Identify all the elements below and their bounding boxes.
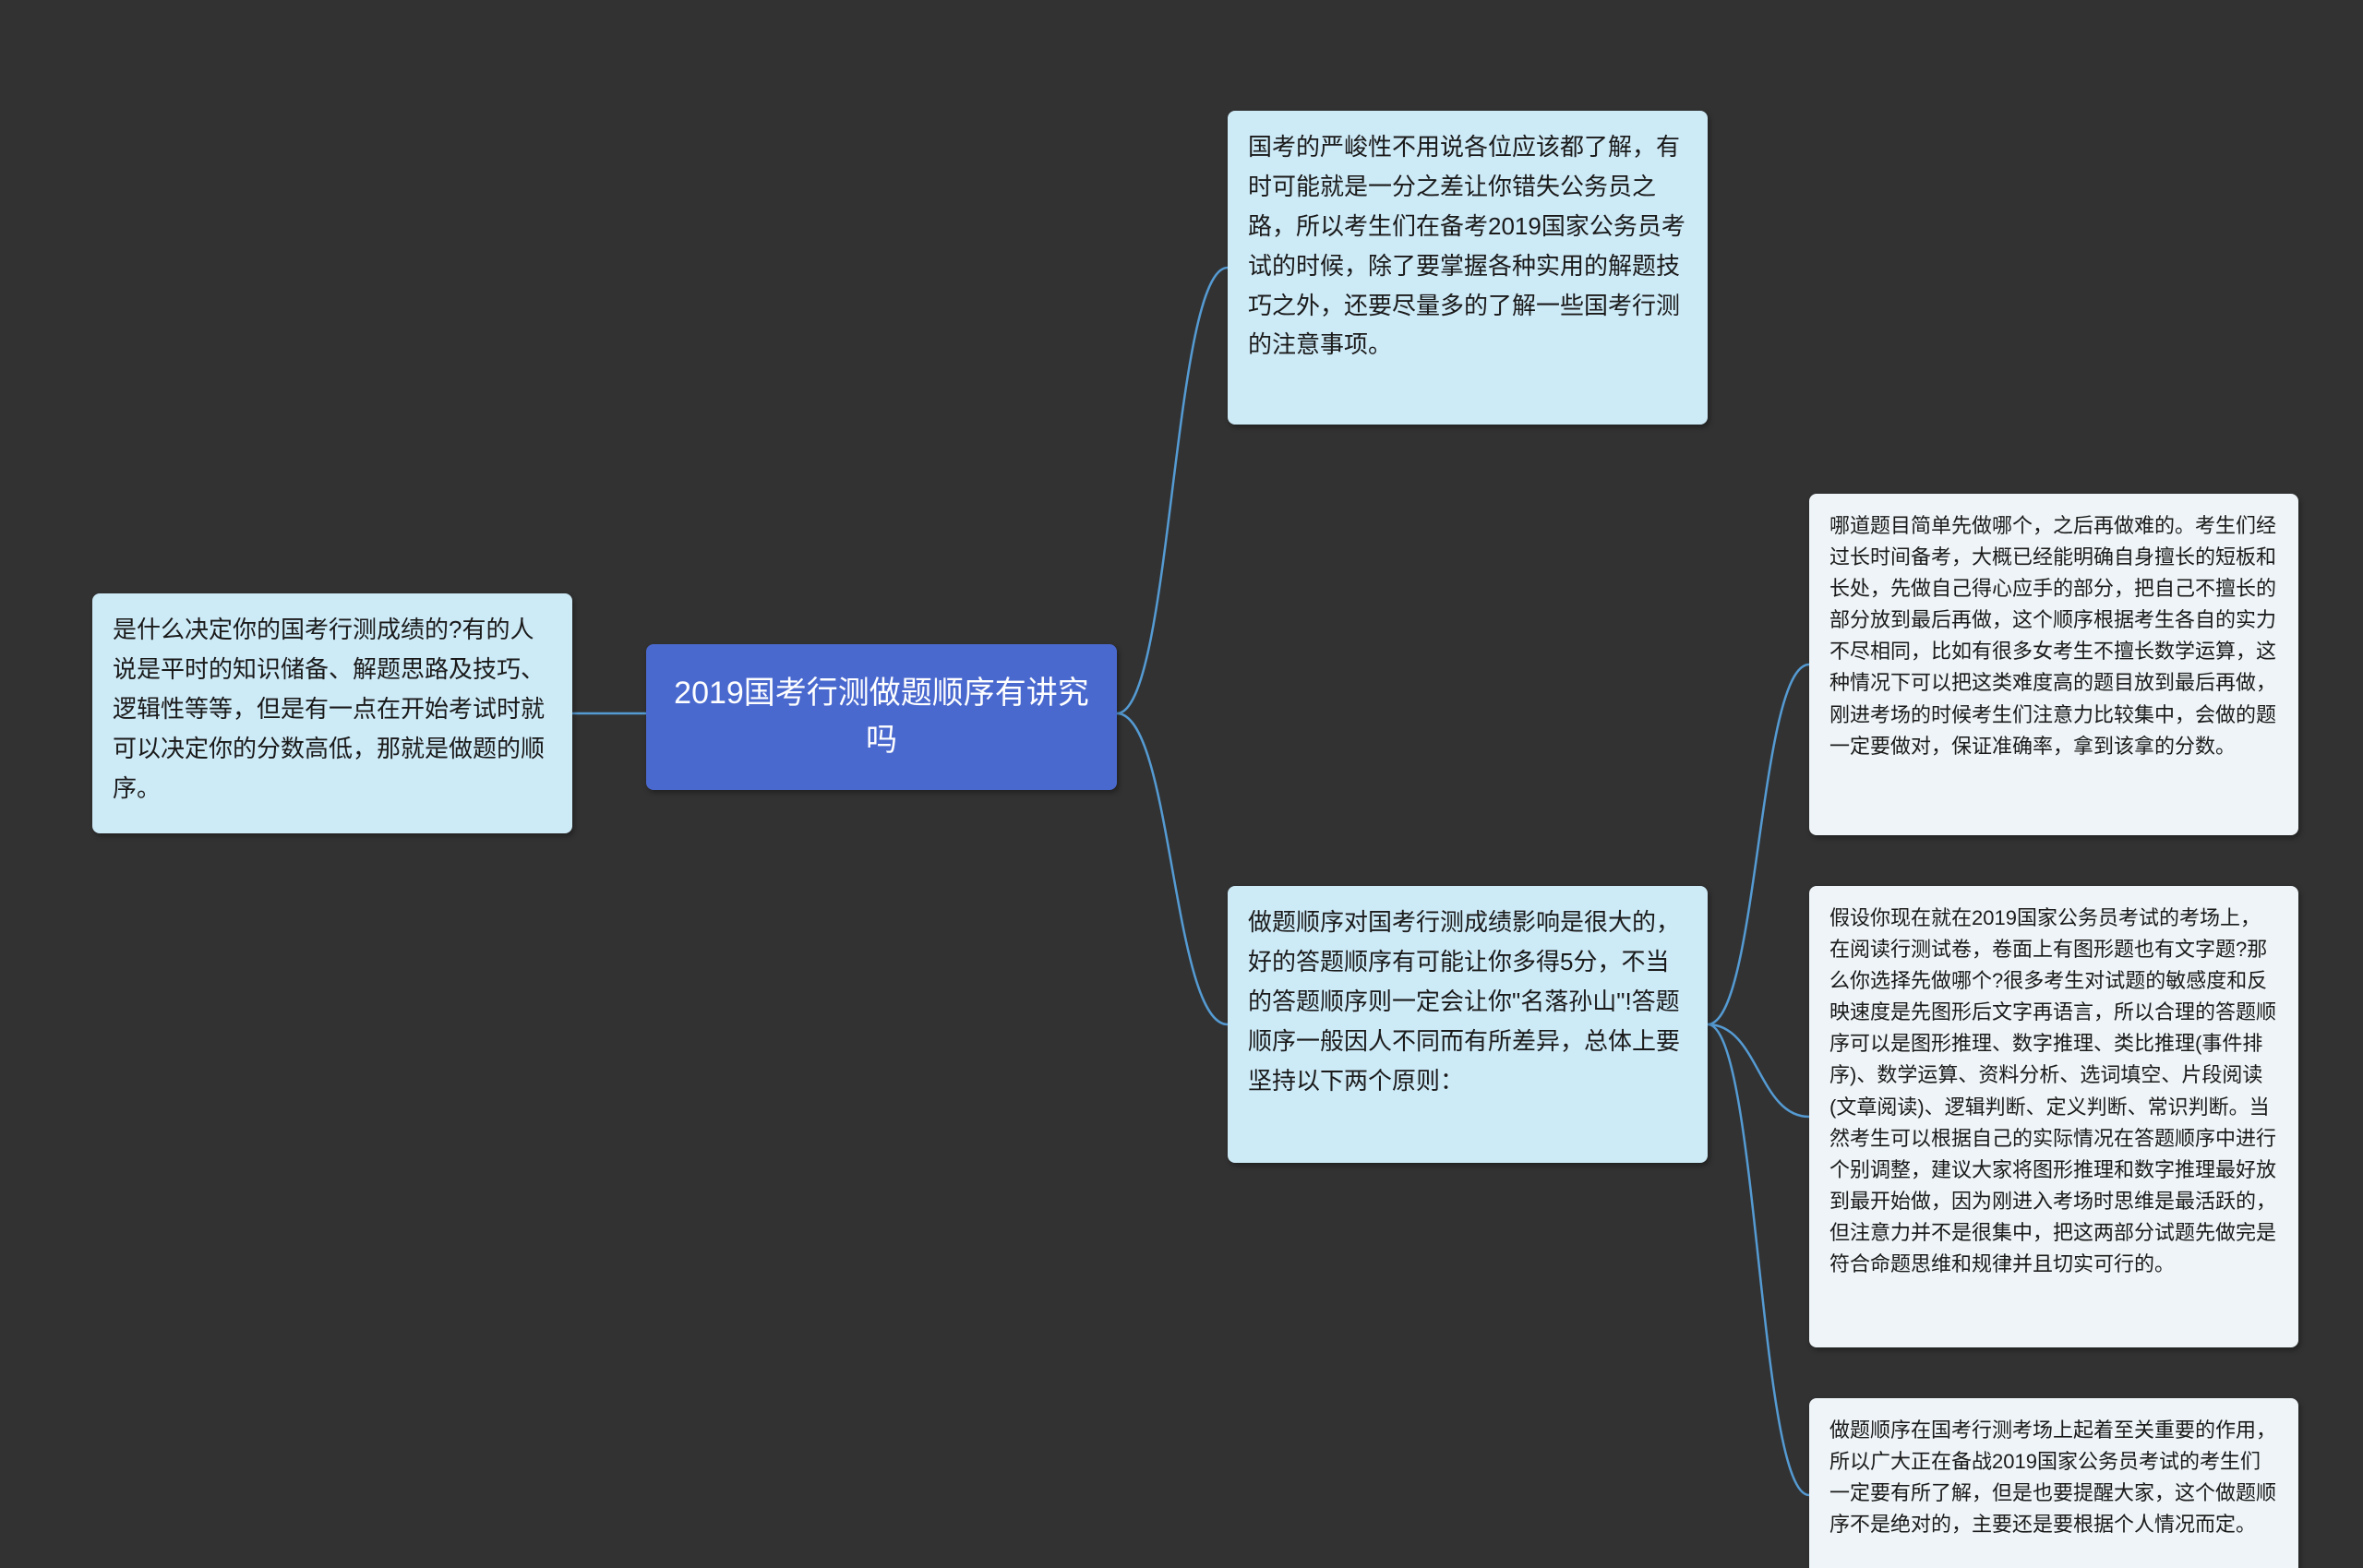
root-node-label: 2019国考行测做题顺序有讲究吗 [674, 676, 1089, 758]
connector [1117, 713, 1228, 1024]
left-intro-text: 是什么决定你的国考行测成绩的?有的人说是平时的知识储备、解题思路及技巧、逻辑性等… [113, 616, 545, 802]
right-context-text: 国考的严峻性不用说各位应该都了解，有时可能就是一分之差让你错失公务员之路，所以考… [1248, 133, 1685, 358]
connector [1708, 1024, 1809, 1495]
connector [1117, 268, 1228, 713]
leaf-summary-node[interactable]: 做题顺序在国考行测考场上起着至关重要的作用，所以广大正在备战2019国家公务员考… [1809, 1398, 2298, 1568]
root-node[interactable]: 2019国考行测做题顺序有讲究吗 [646, 644, 1117, 790]
leaf-easy-first-text: 哪道题目简单先做哪个，之后再做难的。考生们经过长时间备考，大概已经能明确自身擅长… [1829, 514, 2276, 758]
right-principles-node[interactable]: 做题顺序对国考行测成绩影响是很大的，好的答题顺序有可能让你多得5分，不当的答题顺… [1228, 886, 1708, 1163]
leaf-summary-text: 做题顺序在国考行测考场上起着至关重要的作用，所以广大正在备战2019国家公务员考… [1829, 1418, 2276, 1536]
left-intro-node[interactable]: 是什么决定你的国考行测成绩的?有的人说是平时的知识储备、解题思路及技巧、逻辑性等… [92, 593, 572, 833]
right-context-node[interactable]: 国考的严峻性不用说各位应该都了解，有时可能就是一分之差让你错失公务员之路，所以考… [1228, 111, 1708, 425]
connector [1708, 664, 1809, 1024]
leaf-order-suggestion-text: 假设你现在就在2019国家公务员考试的考场上，在阅读行测试卷，卷面上有图形题也有… [1829, 906, 2276, 1275]
right-principles-text: 做题顺序对国考行测成绩影响是很大的，好的答题顺序有可能让你多得5分，不当的答题顺… [1248, 908, 1680, 1095]
connector [1708, 1024, 1809, 1117]
leaf-easy-first-node[interactable]: 哪道题目简单先做哪个，之后再做难的。考生们经过长时间备考，大概已经能明确自身擅长… [1809, 494, 2298, 835]
leaf-order-suggestion-node[interactable]: 假设你现在就在2019国家公务员考试的考场上，在阅读行测试卷，卷面上有图形题也有… [1809, 886, 2298, 1347]
